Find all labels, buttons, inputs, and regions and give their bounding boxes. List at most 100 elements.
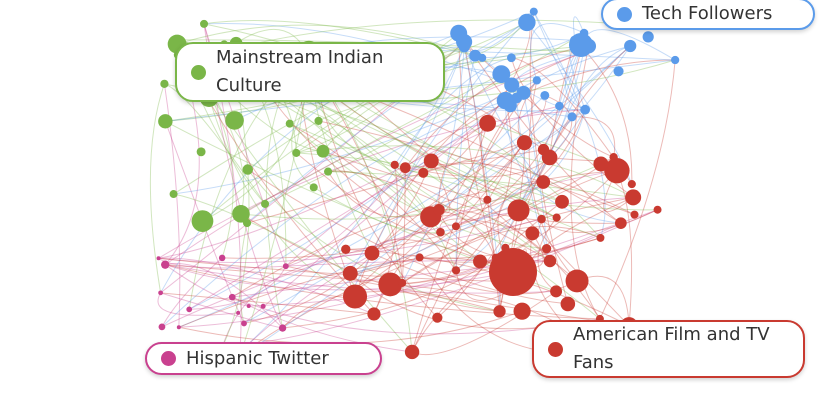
cluster-label[interactable]: American Film and TV Fans	[532, 320, 805, 378]
node	[390, 160, 399, 169]
node	[506, 53, 516, 63]
node	[342, 265, 358, 281]
edge	[437, 157, 551, 319]
node	[228, 293, 236, 301]
edge	[401, 46, 465, 284]
edge	[222, 156, 614, 259]
edge	[541, 209, 658, 234]
edge	[165, 264, 403, 284]
node	[492, 65, 511, 84]
edge	[289, 123, 457, 271]
node	[493, 305, 506, 318]
edge	[438, 122, 488, 210]
edge	[246, 22, 528, 224]
edge	[229, 19, 623, 50]
node	[292, 148, 301, 157]
edge	[160, 292, 283, 329]
edge	[373, 164, 399, 315]
edge	[221, 252, 373, 348]
edge	[504, 100, 621, 224]
node	[525, 226, 540, 241]
node	[285, 119, 294, 128]
edge	[289, 123, 658, 211]
node	[161, 260, 170, 269]
edge	[423, 162, 635, 216]
node	[260, 303, 266, 309]
edge	[296, 145, 634, 198]
node	[200, 19, 209, 28]
edge	[455, 52, 585, 271]
edge	[239, 222, 248, 324]
edge	[178, 209, 658, 328]
node	[169, 190, 178, 199]
cluster-label[interactable]: Hispanic Twitter	[145, 342, 382, 375]
edge	[161, 257, 223, 328]
node	[418, 167, 429, 178]
node	[496, 91, 515, 110]
node	[483, 195, 492, 204]
edge	[411, 290, 557, 356]
node	[540, 90, 550, 100]
node	[541, 149, 558, 166]
node	[518, 13, 536, 32]
node	[489, 248, 537, 296]
edge	[285, 167, 406, 267]
edge	[616, 170, 633, 326]
edge	[401, 170, 618, 284]
node	[324, 167, 333, 176]
node	[596, 233, 605, 242]
node	[156, 256, 161, 261]
node	[186, 306, 193, 313]
node	[316, 144, 330, 158]
edge	[222, 209, 658, 348]
edge	[243, 160, 432, 324]
node	[378, 272, 403, 297]
node	[560, 296, 576, 312]
node	[536, 175, 551, 189]
edge	[516, 97, 551, 262]
edge	[463, 46, 544, 183]
node	[196, 147, 206, 157]
cluster-label[interactable]: Mainstream Indian Culture	[175, 42, 445, 102]
label-text: Mainstream Indian Culture	[216, 47, 384, 96]
edge	[165, 264, 514, 291]
label-text: American Film and TV Fans	[573, 324, 770, 373]
edge	[404, 59, 676, 169]
node	[513, 302, 531, 320]
edge	[394, 57, 512, 166]
node	[604, 157, 630, 184]
edge	[203, 23, 601, 239]
cluster-label[interactable]: Tech Followers	[601, 0, 815, 30]
node	[569, 33, 593, 57]
node	[504, 77, 520, 93]
edge	[537, 217, 558, 292]
node	[242, 164, 254, 175]
node	[261, 199, 270, 208]
edge	[405, 149, 544, 169]
edge	[158, 109, 586, 259]
edge	[394, 164, 621, 224]
edge	[313, 186, 441, 234]
edge	[401, 167, 406, 283]
edge	[512, 51, 584, 99]
edge	[411, 142, 525, 353]
edge	[161, 100, 506, 328]
edge	[328, 171, 634, 198]
edge	[164, 121, 245, 324]
edge	[438, 209, 501, 312]
edge	[411, 201, 563, 353]
edge	[158, 257, 523, 283]
edge	[189, 265, 287, 310]
node	[398, 278, 407, 287]
edge	[243, 100, 506, 324]
node	[158, 323, 166, 331]
legend-dot	[191, 64, 206, 80]
node	[613, 66, 624, 77]
edge	[350, 109, 586, 274]
node	[314, 116, 323, 125]
nodes	[156, 7, 680, 368]
node	[158, 290, 163, 296]
edge	[246, 142, 525, 224]
node	[451, 222, 460, 231]
